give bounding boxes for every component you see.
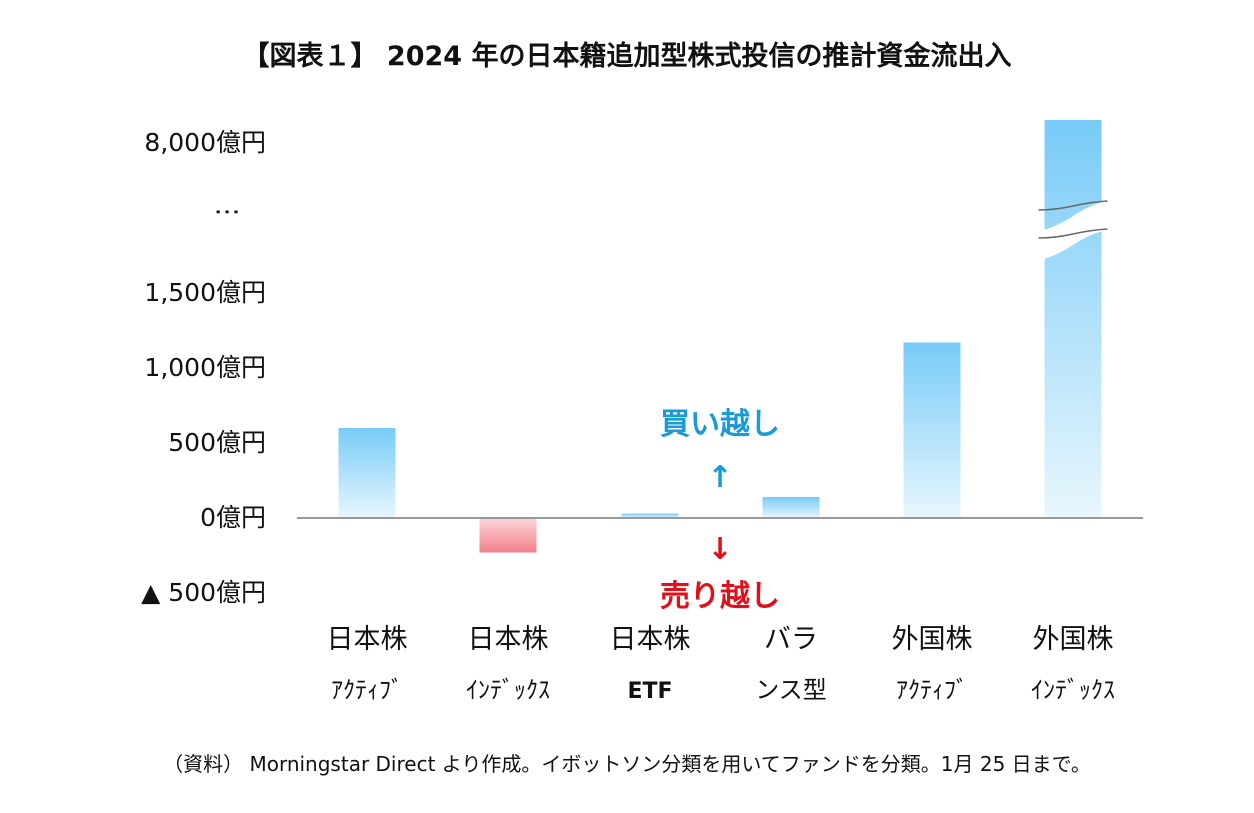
buy-arrow: ↑ <box>707 460 732 495</box>
source-note: （資料） Morningstar Direct より作成。イボットソン分類を用い… <box>163 752 1091 776</box>
x-category-label-line1: 日本株 <box>327 624 408 655</box>
bar <box>1044 120 1102 518</box>
x-category-label-line1: 日本株 <box>610 624 691 655</box>
x-category-label-line1: 日本株 <box>468 624 549 655</box>
y-tick-label: 8,000億円 <box>144 128 266 157</box>
sell-annotation: 売り越し <box>660 579 780 614</box>
y-tick-label: 1,500億円 <box>144 278 266 307</box>
axis-break-gap <box>1038 201 1108 260</box>
bar <box>621 513 679 518</box>
x-category-label-line2: ｱｸﾃｨﾌﾞ <box>331 676 403 704</box>
y-tick-label: 500億円 <box>168 428 266 457</box>
x-category-label-line2: ｲﾝﾃﾞｯｸｽ <box>1031 676 1115 704</box>
y-tick-label: ▲ 500億円 <box>141 578 266 607</box>
buy-annotation: 買い越し <box>660 407 780 442</box>
x-category-label-line2: ｲﾝﾃﾞｯｸｽ <box>466 676 550 704</box>
y-tick-label: 1,000億円 <box>144 353 266 382</box>
bars <box>338 120 1108 553</box>
x-category-label-line1: 外国株 <box>1033 624 1114 655</box>
x-category-label-line2: ンス型 <box>755 676 827 704</box>
chart-title: 【図表１】 2024 年の日本籍追加型株式投信の推計資金流出入 <box>242 41 1012 72</box>
x-category-label-line2: ETF <box>627 679 672 704</box>
flow-annotations: 買い越し ↑ ↓ 売り越し <box>660 407 780 614</box>
bar <box>762 497 820 518</box>
y-tick-label: 0億円 <box>200 503 266 532</box>
sell-arrow: ↓ <box>707 532 732 567</box>
axis-break-line <box>1038 200 1108 211</box>
bar <box>338 428 396 518</box>
x-category-label-line1: 外国株 <box>892 624 973 655</box>
y-axis-labels: 8,000億円 ⋮ 1,500億円 1,000億円 500億円 0億円 ▲ 500億円 <box>141 128 266 607</box>
x-category-label-line1: バラ <box>764 624 818 655</box>
x-category-label-line2: ｱｸﾃｨﾌﾞ <box>896 676 968 704</box>
y-tick-label: ⋮ <box>212 199 242 225</box>
bar-chart: 8,000億円 ⋮ 1,500億円 1,000億円 500億円 0億円 ▲ 500億円 買い… <box>141 120 1143 704</box>
axis-break-line <box>1038 228 1108 239</box>
bar <box>903 342 961 518</box>
bar <box>479 518 537 553</box>
